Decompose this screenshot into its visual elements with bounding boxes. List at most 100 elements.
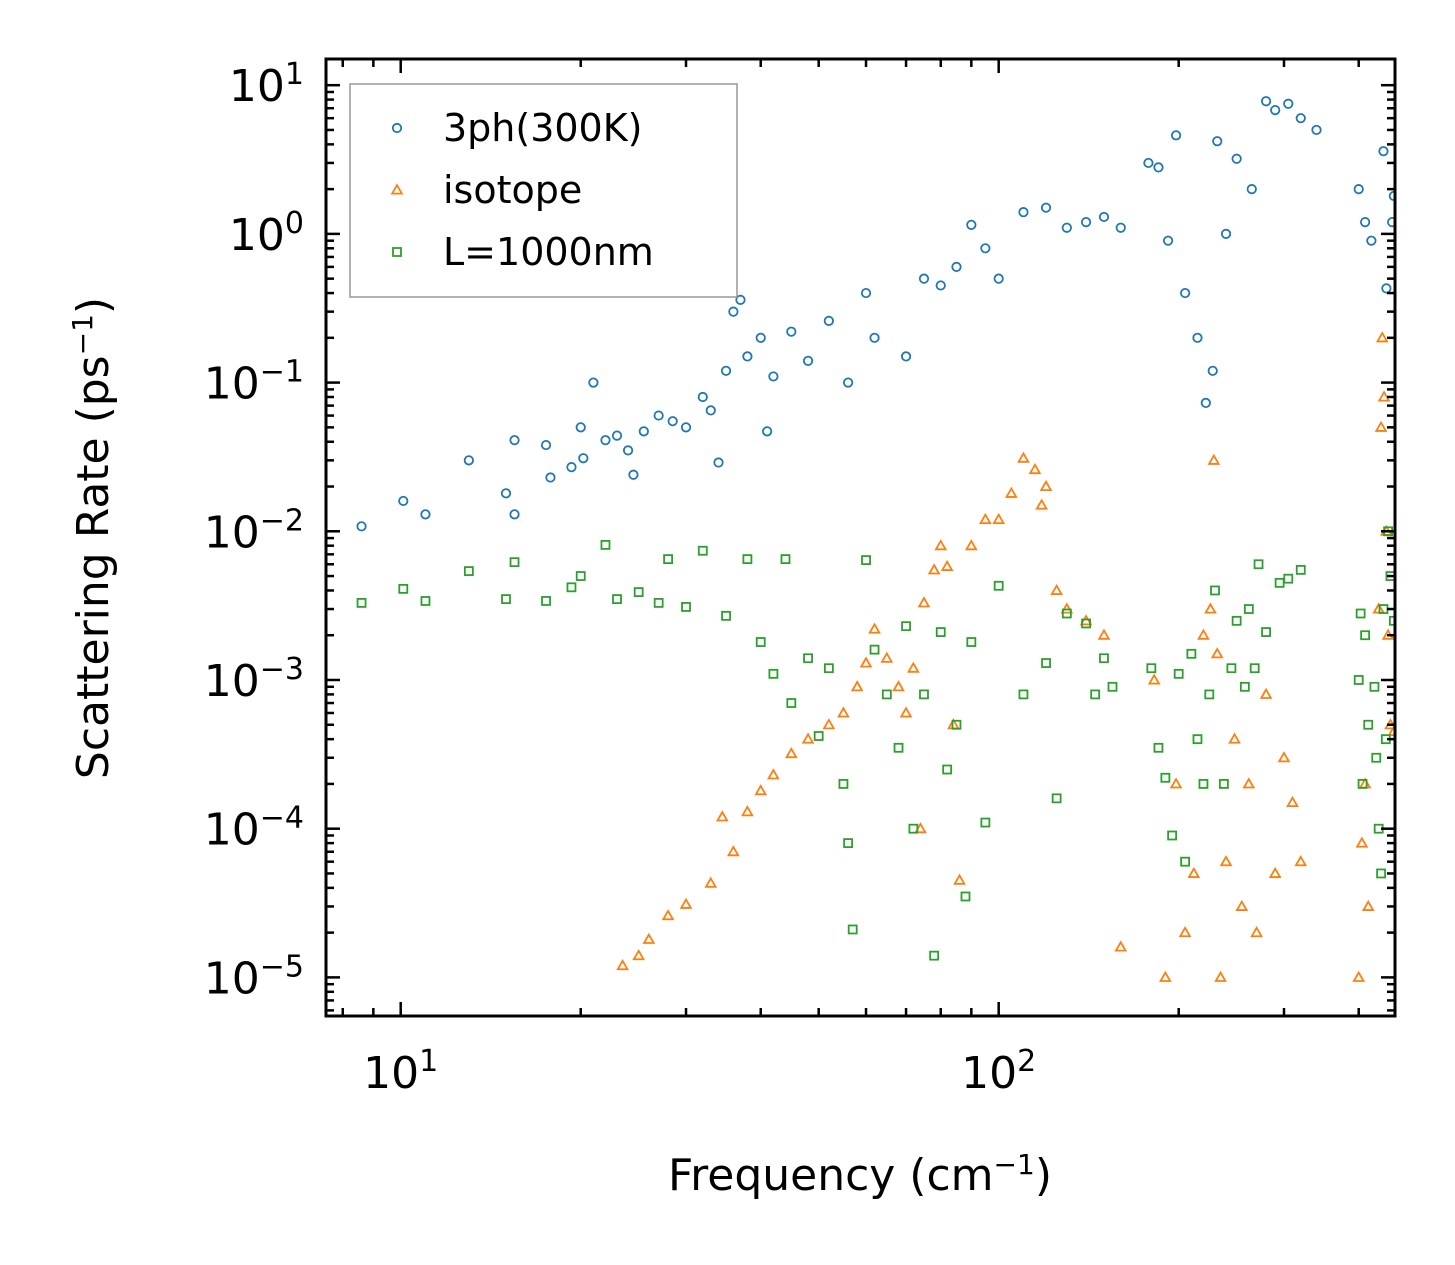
- data-point: [540, 439, 552, 451]
- data-point: [628, 469, 639, 480]
- legend-entry: L=1000nm: [392, 230, 654, 274]
- data-point: [420, 596, 431, 606]
- data-point: [899, 706, 913, 718]
- data-point: [1274, 577, 1285, 588]
- data-point: [861, 555, 871, 566]
- data-point: [935, 280, 946, 291]
- data-point: [1249, 663, 1260, 674]
- x-axis-title: Frequency (cm−1): [668, 1148, 1052, 1202]
- data-point: [398, 583, 409, 594]
- data-point: [940, 559, 954, 571]
- data-point: [917, 596, 931, 608]
- data-point: [1369, 681, 1380, 692]
- data-point: [632, 949, 646, 961]
- data-point: [1295, 113, 1306, 124]
- y-axis-title-sup: −1: [66, 314, 99, 355]
- data-point: [768, 371, 779, 382]
- data-point: [823, 315, 834, 326]
- data-point: [1197, 628, 1210, 640]
- data-point: [755, 637, 766, 647]
- data-point: [1268, 866, 1282, 878]
- data-point: [545, 472, 556, 483]
- data-point: [1192, 332, 1203, 343]
- data-point: [1261, 627, 1271, 637]
- legend-marker: [392, 247, 402, 257]
- data-point: [1162, 235, 1174, 246]
- data-points: [356, 96, 1395, 982]
- data-point: [1080, 217, 1092, 228]
- data-point: [713, 457, 724, 468]
- data-point: [850, 680, 864, 692]
- data-point: [420, 509, 431, 520]
- data-point: [1167, 830, 1178, 841]
- data-point: [1090, 689, 1101, 700]
- data-point: [612, 594, 622, 604]
- data-point: [1355, 608, 1366, 619]
- data-point: [1212, 136, 1223, 147]
- data-point: [1017, 451, 1030, 463]
- data-point: [908, 823, 919, 834]
- data-point: [929, 950, 940, 961]
- data-point: [1294, 855, 1308, 867]
- data-point: [1259, 687, 1273, 699]
- data-point: [742, 554, 753, 565]
- series-2: [616, 331, 1395, 982]
- data-point: [1295, 564, 1306, 575]
- legend-label: L=1000nm: [443, 230, 654, 274]
- data-point: [715, 810, 729, 822]
- data-point: [1160, 772, 1171, 783]
- data-point: [735, 294, 746, 305]
- data-point: [720, 365, 732, 376]
- data-point: [463, 455, 474, 466]
- data-point: [501, 594, 511, 604]
- data-point: [1169, 777, 1183, 789]
- x-axis-title-sup: −1: [994, 1148, 1035, 1181]
- axis-ticks: [326, 59, 1395, 1016]
- data-point: [869, 332, 880, 343]
- data-point: [566, 582, 577, 593]
- data-point: [727, 845, 740, 857]
- data-point: [1218, 779, 1229, 789]
- data-point: [1363, 719, 1374, 730]
- data-point: [697, 391, 708, 403]
- data-point: [951, 719, 962, 730]
- data-point: [1246, 184, 1257, 195]
- axis-tick-labels: 101 102 101 100 10−1 10−2 10−3 10−4 10−5: [204, 57, 1036, 1099]
- y-tick-label: 101: [229, 57, 304, 113]
- legend-label: 3ph(300K): [443, 106, 642, 150]
- data-point: [801, 732, 815, 744]
- data-point: [509, 435, 520, 446]
- data-point: [934, 539, 948, 551]
- data-point: [1005, 486, 1018, 498]
- data-point: [1375, 331, 1389, 343]
- data-point: [1250, 926, 1263, 938]
- data-point: [1061, 608, 1072, 619]
- data-point: [754, 784, 768, 796]
- data-point: [918, 273, 930, 284]
- data-point: [1210, 585, 1220, 596]
- data-point: [566, 462, 577, 473]
- data-point: [1098, 211, 1110, 223]
- data-point: [1060, 602, 1074, 614]
- data-point: [966, 637, 977, 647]
- data-point: [661, 909, 675, 921]
- data-point: [907, 661, 920, 673]
- data-point: [1352, 970, 1366, 982]
- data-point: [966, 219, 977, 230]
- data-point: [1387, 217, 1395, 228]
- data-point: [728, 306, 739, 317]
- data-point: [1159, 970, 1172, 982]
- data-point: [741, 805, 754, 817]
- data-point: [1204, 689, 1215, 700]
- y-tick-label: 10−1: [204, 354, 304, 410]
- data-point: [1366, 235, 1377, 246]
- data-point: [1219, 855, 1233, 867]
- data-point: [823, 663, 834, 674]
- data-point: [1040, 202, 1052, 213]
- legend-entry: isotope: [390, 168, 582, 212]
- data-point: [784, 746, 798, 759]
- legend-marker: [391, 122, 403, 134]
- data-point: [653, 597, 664, 608]
- data-point: [1207, 365, 1218, 376]
